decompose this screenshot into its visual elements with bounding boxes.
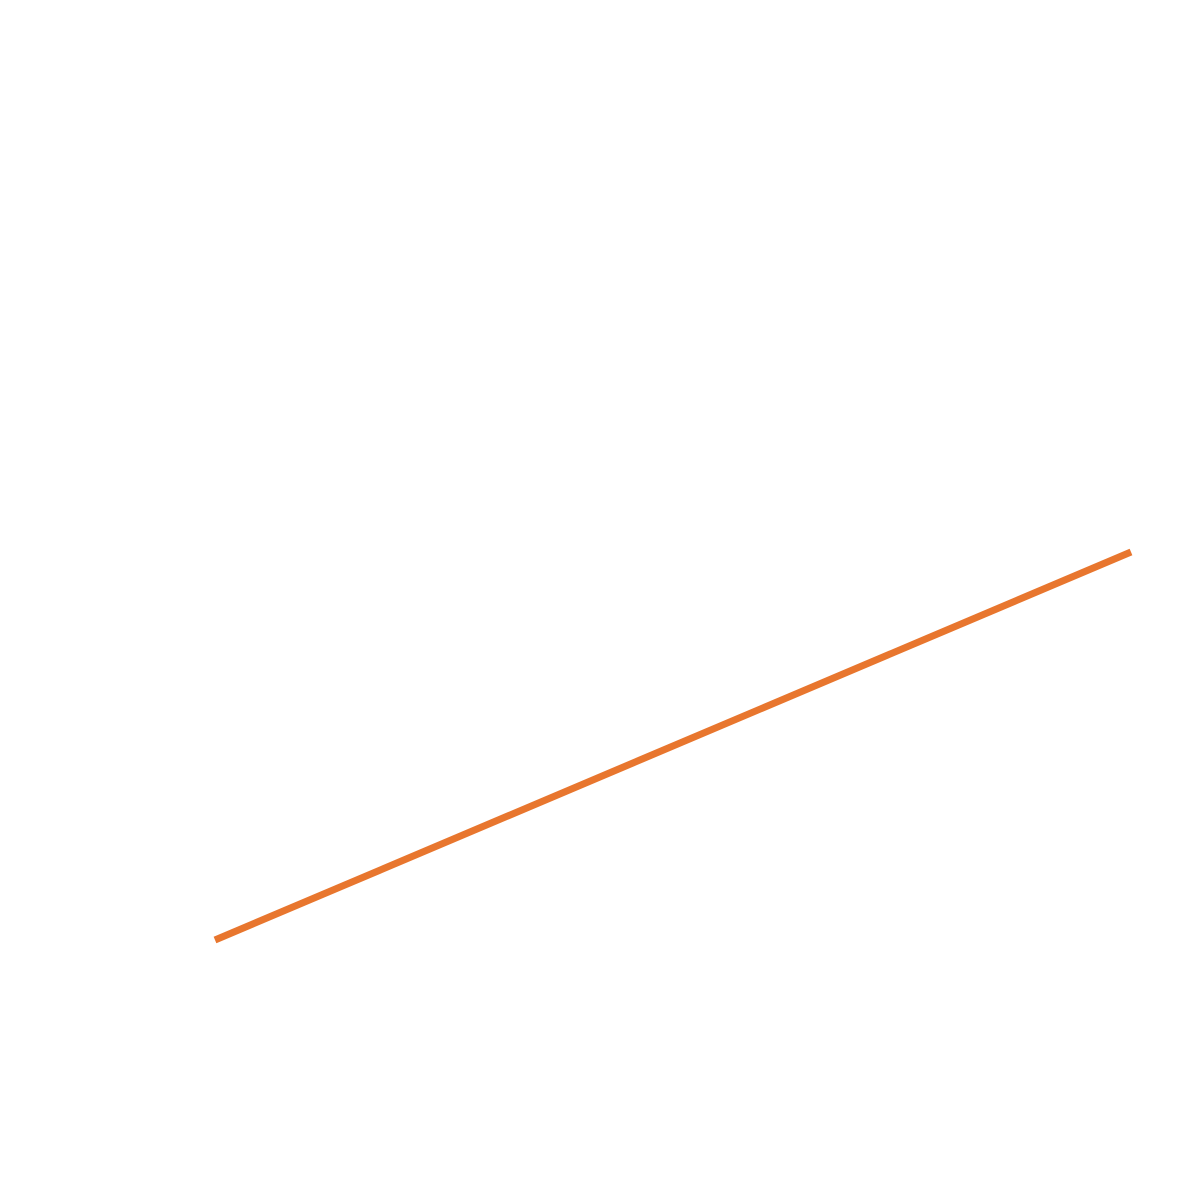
line-segment	[213, 548, 1133, 944]
